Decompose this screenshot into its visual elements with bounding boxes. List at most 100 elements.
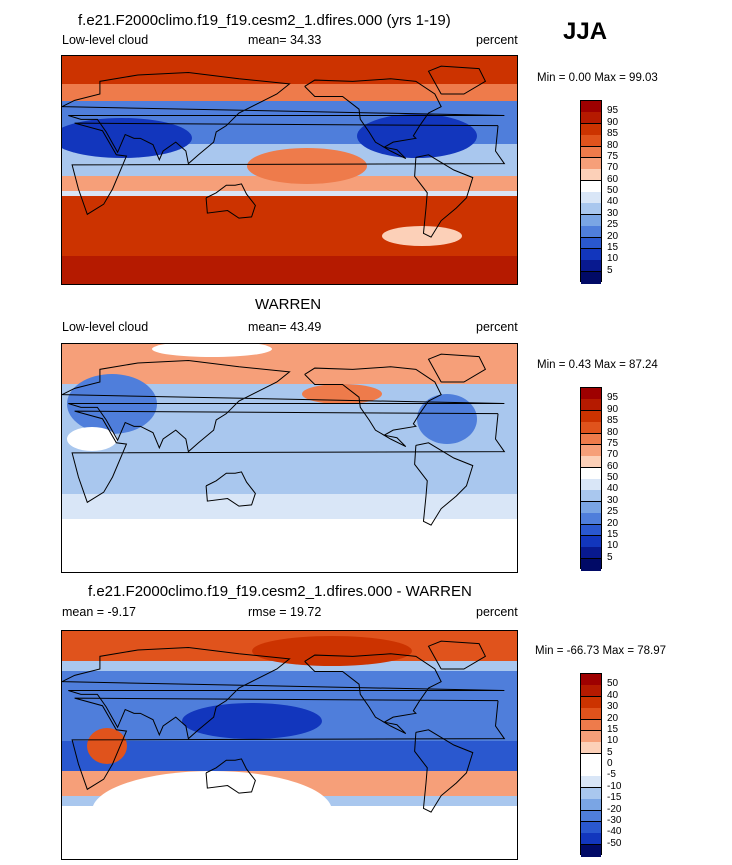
- colorbar-tick-label: 70: [607, 162, 619, 174]
- colorbar-swatch: [581, 776, 601, 789]
- colorbar-swatch: [581, 271, 601, 284]
- field-band: [62, 56, 517, 84]
- colorbar-swatch: [581, 260, 601, 273]
- colorbar-tick-label: 75: [607, 437, 619, 449]
- colorbar-tick-label: 60: [607, 173, 619, 185]
- coastline: [414, 729, 474, 813]
- coastline: [71, 697, 506, 791]
- colorbar-swatch: [581, 399, 601, 412]
- colorbar-swatch: [581, 708, 601, 720]
- colorbar-tick-label: 10: [607, 735, 619, 747]
- field-feature: [92, 771, 332, 851]
- colorbar-swatch: [581, 422, 601, 434]
- colorbar-tick-label: 30: [607, 207, 619, 219]
- colorbar-swatch: [581, 833, 601, 846]
- coastline: [304, 78, 442, 160]
- colorbar-swatch: [581, 730, 601, 743]
- colorbar-swatch: [581, 719, 601, 732]
- field-feature: [357, 114, 477, 158]
- colorbar-tick-label: 75: [607, 150, 619, 162]
- coastline: [427, 640, 487, 670]
- panel-2-mean-label: mean= 43.49: [248, 320, 322, 334]
- coastline: [205, 183, 256, 219]
- colorbar-swatch: [581, 844, 601, 857]
- colorbar-swatch: [581, 135, 601, 147]
- panel-3-rmse-label: rmse = 19.72: [248, 605, 322, 619]
- coastline: [427, 353, 487, 383]
- colorbar-swatch: [581, 180, 601, 193]
- colorbar-tick-label: 40: [607, 483, 619, 495]
- colorbar-tick-label: 85: [607, 128, 619, 140]
- colorbar-swatch: [581, 535, 601, 548]
- colorbar-swatch: [581, 433, 601, 446]
- colorbar-tick-label: 40: [607, 196, 619, 208]
- field-feature: [62, 118, 192, 158]
- colorbar-strip: [580, 673, 602, 857]
- field-band: [62, 519, 517, 572]
- colorbar-tick-label: 50: [607, 472, 619, 483]
- colorbar-swatch: [581, 524, 601, 537]
- coastline: [71, 122, 506, 216]
- field-band: [62, 84, 517, 101]
- colorbar-tick-label: 20: [607, 712, 619, 724]
- coastline: [205, 758, 256, 794]
- colorbar-swatch: [581, 674, 601, 686]
- colorbar-swatch: [581, 696, 601, 709]
- coastline: [71, 410, 506, 504]
- colorbar-swatch: [581, 513, 601, 525]
- colorbar-swatch: [581, 467, 601, 480]
- season-label: JJA: [563, 18, 608, 45]
- colorbar-tick-label: -20: [607, 803, 622, 815]
- field-band: [62, 256, 517, 284]
- coastline: [304, 653, 442, 735]
- colorbar-strip: [580, 387, 602, 571]
- field-feature: [247, 148, 367, 184]
- panel-2-minmax: Min = 0.43 Max = 87.24: [537, 359, 658, 371]
- panel-1-title: f.e21.F2000climo.f19_f19.cesm2_1.dfires.…: [78, 12, 451, 29]
- colorbar-tick-label: 20: [607, 230, 619, 242]
- coastline: [414, 442, 474, 526]
- coastline: [304, 366, 442, 448]
- field-feature: [87, 728, 127, 764]
- colorbar-swatch: [581, 787, 601, 800]
- colorbar-swatch: [581, 742, 601, 755]
- map-canvas: [62, 631, 517, 859]
- colorbar-tick-label: 5: [607, 551, 613, 563]
- colorbar-swatch: [581, 810, 601, 823]
- colorbar-tick-label: 60: [607, 460, 619, 472]
- colorbar-swatch: [581, 558, 601, 571]
- map-canvas: [62, 56, 517, 284]
- colorbar-swatch: [581, 388, 601, 400]
- colorbar-swatch: [581, 799, 601, 811]
- panel-3-units-label: percent: [476, 605, 518, 619]
- colorbar-tick-label: 70: [607, 449, 619, 461]
- colorbar-tick-label: 85: [607, 415, 619, 427]
- panel-3-minmax: Min = -66.73 Max = 78.97: [535, 645, 667, 657]
- panel-3-mean-label: mean = -9.17: [62, 605, 137, 619]
- coastline: [205, 471, 256, 507]
- panel-2-variable-label: Low-level cloud: [62, 320, 149, 334]
- field-feature: [67, 427, 117, 451]
- colorbar-swatch: [581, 101, 601, 113]
- panel-3-map: [61, 630, 518, 860]
- panel-1-map: [61, 55, 518, 285]
- coastline: [62, 646, 505, 740]
- panel-2-colorbar: 95 90 85 80 75 70 60 50 40 30 25 20 15 10 5: [580, 387, 630, 571]
- colorbar-tick-label: 80: [607, 426, 619, 438]
- colorbar-tick-label: 90: [607, 116, 619, 128]
- colorbar-swatch: [581, 123, 601, 136]
- colorbar-tick-label: 10: [607, 540, 619, 552]
- colorbar-tick-label: 15: [607, 723, 619, 735]
- colorbar-swatch: [581, 490, 601, 503]
- colorbar-swatch: [581, 753, 601, 766]
- field-band: [62, 176, 517, 191]
- colorbar-tick-label: 15: [607, 528, 619, 540]
- colorbar-swatch: [581, 410, 601, 423]
- colorbar-tick-label: 25: [607, 506, 619, 518]
- colorbar-tick-label: 10: [607, 253, 619, 265]
- field-band: [62, 344, 517, 384]
- colorbar-tick-label: 30: [607, 494, 619, 506]
- colorbar-tick-label: 30: [607, 701, 619, 713]
- colorbar-tick-label: -10: [607, 780, 622, 792]
- colorbar-tick-label: 50: [607, 678, 619, 690]
